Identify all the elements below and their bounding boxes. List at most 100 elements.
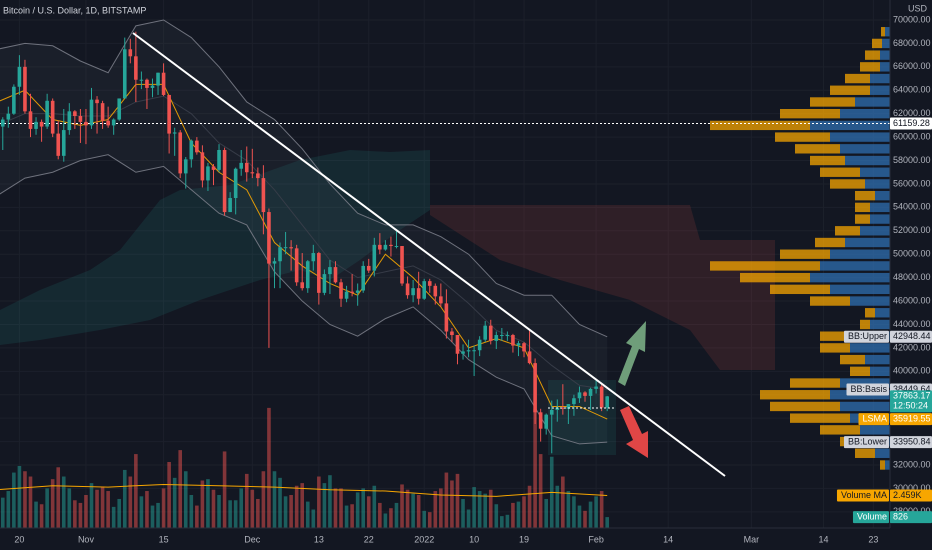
candle-body xyxy=(505,335,510,337)
candle-body xyxy=(261,178,266,213)
volume-bar xyxy=(161,488,166,528)
y-tick-label: 44000.00 xyxy=(893,319,931,329)
volume-bar xyxy=(145,491,149,528)
candle-body xyxy=(6,113,11,120)
candle-body xyxy=(344,291,349,299)
candle-body xyxy=(311,253,316,262)
volume-bar xyxy=(527,485,532,528)
bb-fill-layer xyxy=(0,20,608,444)
profile-down xyxy=(820,331,845,341)
volume-bar xyxy=(555,485,560,528)
cloud-green xyxy=(0,150,430,345)
profile-down xyxy=(770,401,840,412)
volume-bar xyxy=(239,488,244,528)
volume-bar xyxy=(206,479,210,528)
volume-bar xyxy=(389,508,393,528)
overlay-value-label: 35919.55 xyxy=(893,413,931,423)
candle-body xyxy=(461,351,465,354)
profile-down xyxy=(810,97,855,107)
profile-down xyxy=(855,214,870,224)
profile-up xyxy=(875,448,890,458)
candle-body xyxy=(300,282,305,289)
volume-bar xyxy=(533,409,537,528)
profile-down xyxy=(860,319,870,330)
candle-body xyxy=(150,85,155,88)
volume-bar xyxy=(472,487,476,528)
candle-body xyxy=(100,103,105,121)
profile-down xyxy=(780,109,840,119)
candle-body xyxy=(599,386,604,408)
volume-bar xyxy=(222,451,227,528)
overlay-value-label: 38449.64 xyxy=(893,384,931,394)
profile-up xyxy=(845,237,890,248)
volume-bar xyxy=(400,484,404,528)
volume-bar xyxy=(89,483,94,528)
candle-body xyxy=(244,162,249,173)
volume-bar xyxy=(450,480,454,528)
volume-bar xyxy=(272,471,277,528)
overlay-line xyxy=(0,95,608,390)
y-tick-label: 30000.00 xyxy=(893,483,931,493)
candle-body xyxy=(455,335,460,354)
overlay-name-label xyxy=(858,413,889,426)
profile-up xyxy=(870,319,890,330)
candle-body xyxy=(161,72,166,95)
profile-up xyxy=(860,167,890,177)
volume-bar xyxy=(566,491,571,528)
candle-body xyxy=(444,303,449,332)
volume-bar xyxy=(311,509,316,528)
volume-bar xyxy=(211,489,216,528)
volume-bar xyxy=(128,476,133,528)
volume-bar xyxy=(594,496,598,528)
profile-down xyxy=(865,308,875,318)
volume-bar xyxy=(300,483,305,528)
candle-body xyxy=(12,86,16,114)
volume-bar xyxy=(45,488,49,528)
volume-bar xyxy=(339,488,343,528)
profile-up xyxy=(840,144,890,154)
candle-body xyxy=(145,79,149,88)
volume-bar xyxy=(200,480,205,528)
y-tick-label: 50000.00 xyxy=(893,249,931,259)
volume-bar xyxy=(106,491,110,528)
x-tick-label: 15 xyxy=(159,534,169,544)
profile-up xyxy=(860,226,890,236)
x-tick-label: 23 xyxy=(868,534,878,544)
volume-bar xyxy=(322,483,327,528)
volume-bar xyxy=(233,500,238,528)
volume-bar xyxy=(139,496,144,528)
volume-bar xyxy=(577,505,582,528)
volume-bar xyxy=(250,489,255,528)
profile-down xyxy=(760,390,830,400)
candle-body xyxy=(355,290,360,293)
candle-body xyxy=(167,94,171,134)
profile-down xyxy=(710,261,820,271)
profile-down xyxy=(881,27,885,37)
x-tick-label: 13 xyxy=(314,534,324,544)
profile-down xyxy=(820,167,860,177)
price-line-label-bg xyxy=(890,117,932,130)
volume-bar xyxy=(405,489,410,528)
volume-bar xyxy=(28,476,33,528)
profile-down xyxy=(790,378,840,388)
candle-body xyxy=(594,386,598,389)
candle-body xyxy=(549,409,554,415)
profile-up xyxy=(840,401,890,412)
volume-bar xyxy=(111,506,116,528)
volume-bar xyxy=(23,471,27,528)
candle-body xyxy=(538,412,543,429)
volume-value-label: 826 xyxy=(893,511,908,521)
volume-bar xyxy=(511,502,515,528)
x-tick-label: Mar xyxy=(744,534,760,544)
profile-down xyxy=(865,50,880,60)
volume-bar xyxy=(189,495,194,528)
candle-body xyxy=(17,66,22,87)
candle-body xyxy=(405,283,410,296)
y-tick-label: 62000.00 xyxy=(893,108,931,118)
candle-body xyxy=(500,335,504,337)
volume-bar xyxy=(355,492,360,528)
candle-body xyxy=(294,248,299,283)
volume-bar xyxy=(67,488,72,528)
profile-up xyxy=(885,460,890,470)
candle-body xyxy=(272,261,277,264)
